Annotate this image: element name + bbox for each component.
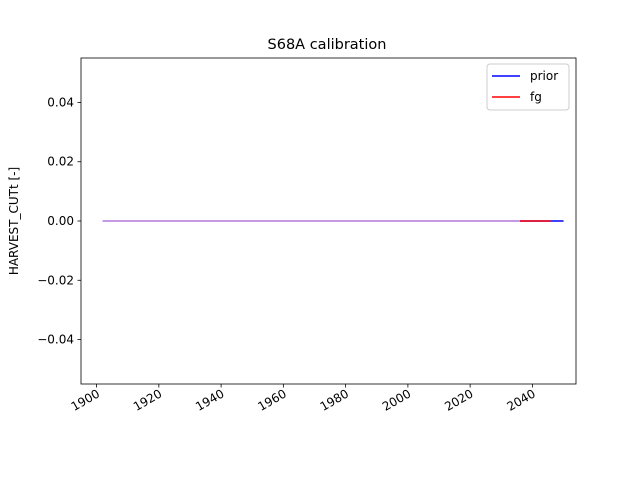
y-tick-label: −0.04 <box>37 333 74 347</box>
legend-label-fg: fg <box>530 90 542 104</box>
y-tick-label: 0.00 <box>47 214 74 228</box>
x-tick-label: 2040 <box>504 386 537 413</box>
x-tick-label: 1900 <box>69 386 102 413</box>
chart-title: S68A calibration <box>268 37 387 53</box>
y-tick-label: −0.02 <box>37 273 74 287</box>
x-tick-label: 2020 <box>442 386 475 413</box>
x-tick-label: 1960 <box>255 386 288 413</box>
legend-label-prior: prior <box>530 69 558 83</box>
x-tick-label: 1940 <box>193 386 226 413</box>
y-tick-label: 0.02 <box>47 155 74 169</box>
x-tick-label: 2000 <box>380 386 413 413</box>
x-tick-label: 1920 <box>131 386 164 413</box>
x-tick-label: 1980 <box>318 386 351 413</box>
y-axis-label: HARVEST_CUTt [-] <box>7 167 21 275</box>
y-tick-label: 0.04 <box>47 95 74 109</box>
